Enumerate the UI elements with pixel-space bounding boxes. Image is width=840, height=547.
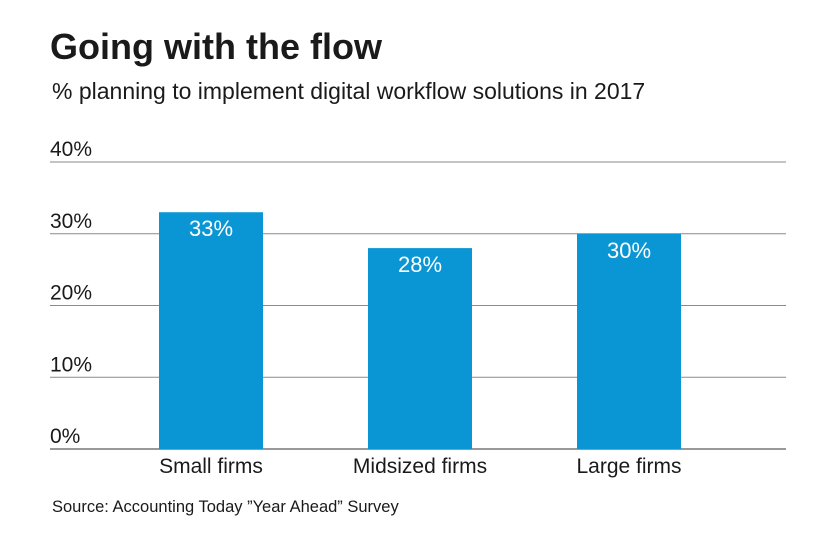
y-tick-label: 10% xyxy=(50,353,92,376)
bars xyxy=(159,212,681,449)
data-label: 30% xyxy=(607,238,651,263)
data-labels: 33% 28% 30% xyxy=(189,216,651,277)
chart-title: Going with the flow xyxy=(50,26,382,67)
source-note: Source: Accounting Today ”Year Ahead” Su… xyxy=(52,498,399,516)
y-tick-label: 0% xyxy=(50,425,80,448)
data-label: 28% xyxy=(398,252,442,277)
bar-midsized-firms xyxy=(368,248,472,449)
category-labels: Small firms Midsized firms Large firms xyxy=(159,455,681,478)
category-label: Small firms xyxy=(159,455,263,478)
category-label: Large firms xyxy=(576,455,681,478)
y-tick-label: 30% xyxy=(50,210,92,233)
bar-large-firms xyxy=(577,233,681,449)
chart-subtitle: % planning to implement digital workflow… xyxy=(52,78,646,104)
gridlines: 0% 10% 20% 30% 40% xyxy=(50,138,786,450)
y-tick-label: 20% xyxy=(50,282,92,305)
y-tick-label: 40% xyxy=(50,138,92,161)
data-label: 33% xyxy=(189,216,233,241)
category-label: Midsized firms xyxy=(353,455,487,478)
bar-small-firms xyxy=(159,212,263,449)
